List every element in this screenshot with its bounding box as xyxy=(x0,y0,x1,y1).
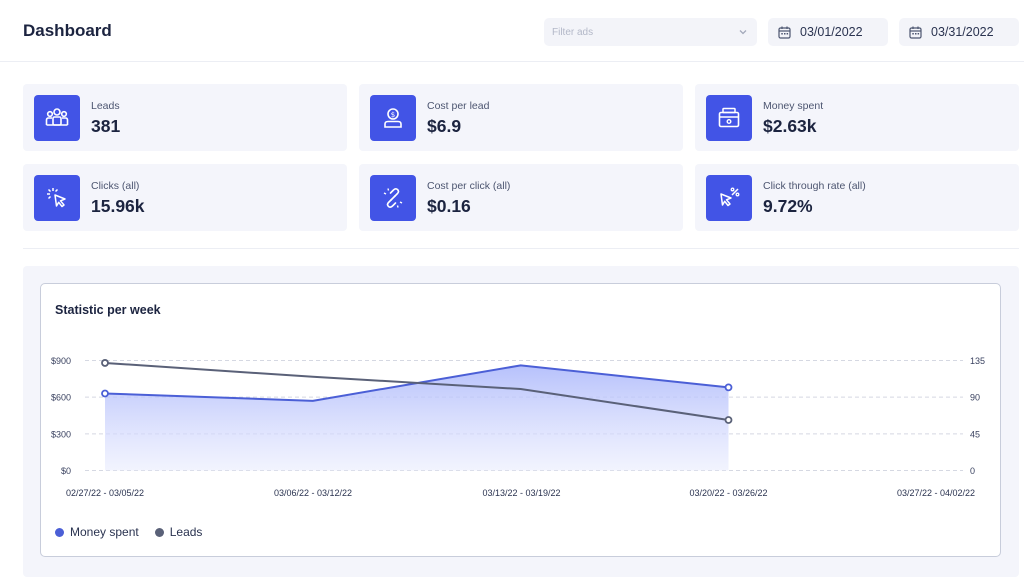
money-spent-area xyxy=(105,365,729,471)
y-right-tick-label: 90 xyxy=(970,393,980,403)
dollar-user-icon: $ xyxy=(370,95,416,141)
cursor-click-icon xyxy=(34,175,80,221)
legend-label: Money spent xyxy=(70,525,139,539)
stat-value: $0.16 xyxy=(427,196,471,216)
stat-value: 9.72% xyxy=(763,196,813,216)
filter-ads-select[interactable] xyxy=(544,18,757,46)
chart-title: Statistic per week xyxy=(55,303,161,317)
stat-label: Leads xyxy=(91,100,120,112)
svg-text:$: $ xyxy=(391,111,395,119)
header: Dashboard 03/01/2022 03/31/2022 xyxy=(0,0,1024,62)
stat-value: $2.63k xyxy=(763,116,817,136)
stat-card-leads: Leads 381 xyxy=(23,84,347,151)
line-chart: $0 0 $300 45 $600 90 $900 135 02/27/22 - 03/05/2… xyxy=(51,356,985,498)
x-tick-label: 02/27/22 - 03/05/22 xyxy=(66,488,144,498)
filter-ads-input[interactable] xyxy=(544,18,724,46)
chevron-down-icon xyxy=(739,30,747,35)
chart-legend: Money spent Leads xyxy=(55,525,218,539)
divider xyxy=(23,248,1019,249)
stat-label: Clicks (all) xyxy=(91,180,140,192)
calendar-icon xyxy=(909,26,922,39)
stat-card-cost-per-lead: $ Cost per lead $6.9 xyxy=(359,84,683,151)
stat-value: 381 xyxy=(91,116,121,136)
y-right-tick-label: 0 xyxy=(970,466,975,476)
calendar-icon xyxy=(778,26,791,39)
y-left-tick-label: $900 xyxy=(51,356,71,366)
wallet-icon xyxy=(706,95,752,141)
start-date-picker[interactable]: 03/01/2022 xyxy=(768,18,888,46)
end-date-picker[interactable]: 03/31/2022 xyxy=(899,18,1019,46)
y-left-tick-label: $300 xyxy=(51,429,71,439)
legend-item-money-spent[interactable]: Money spent xyxy=(55,525,139,539)
users-icon xyxy=(34,95,80,141)
link-icon xyxy=(370,175,416,221)
x-tick-label: 03/06/22 - 03/12/22 xyxy=(274,488,352,498)
y-right-tick-label: 135 xyxy=(970,356,985,366)
x-tick-label: 03/20/22 - 03/26/22 xyxy=(689,488,767,498)
stat-label: Money spent xyxy=(763,100,824,112)
y-left-tick-label: $0 xyxy=(61,466,71,476)
stat-label: Cost per lead xyxy=(427,100,490,112)
stat-card-clicks: Clicks (all) 15.96k xyxy=(23,164,347,231)
leads-line xyxy=(104,361,729,421)
legend-item-leads[interactable]: Leads xyxy=(154,525,203,539)
start-date-value: 03/01/2022 xyxy=(800,25,863,39)
stat-label: Click through rate (all) xyxy=(763,180,866,192)
page-title: Dashboard xyxy=(23,21,112,40)
chart-card: Statistic per week $0 0 $300 45 $600 90 $900 13… xyxy=(40,283,1001,557)
legend-dot xyxy=(154,527,164,537)
data-point xyxy=(724,416,733,424)
y-left-tick-label: $600 xyxy=(51,393,71,403)
stat-card-cost-per-click: Cost per click (all) $0.16 xyxy=(359,164,683,231)
stat-card-ctr: Click through rate (all) 9.72% xyxy=(695,164,1019,231)
stat-value: $6.9 xyxy=(427,116,462,136)
data-point xyxy=(101,359,109,367)
cursor-percent-icon xyxy=(706,175,752,221)
stat-label: Cost per click (all) xyxy=(427,180,511,192)
y-right-tick-label: 45 xyxy=(970,429,980,439)
stat-value: 15.96k xyxy=(91,196,145,216)
stat-card-money-spent: Money spent $2.63k xyxy=(695,84,1019,151)
x-tick-label: 03/13/22 - 03/19/22 xyxy=(482,488,560,498)
x-tick-label: 03/27/22 - 04/02/22 xyxy=(897,488,975,498)
data-point xyxy=(101,389,109,398)
end-date-value: 03/31/2022 xyxy=(931,25,994,39)
chart-section: Statistic per week $0 0 $300 45 $600 90 $900 13… xyxy=(23,266,1019,577)
legend-label: Leads xyxy=(169,525,203,539)
legend-dot xyxy=(55,527,64,537)
data-point xyxy=(724,383,733,392)
